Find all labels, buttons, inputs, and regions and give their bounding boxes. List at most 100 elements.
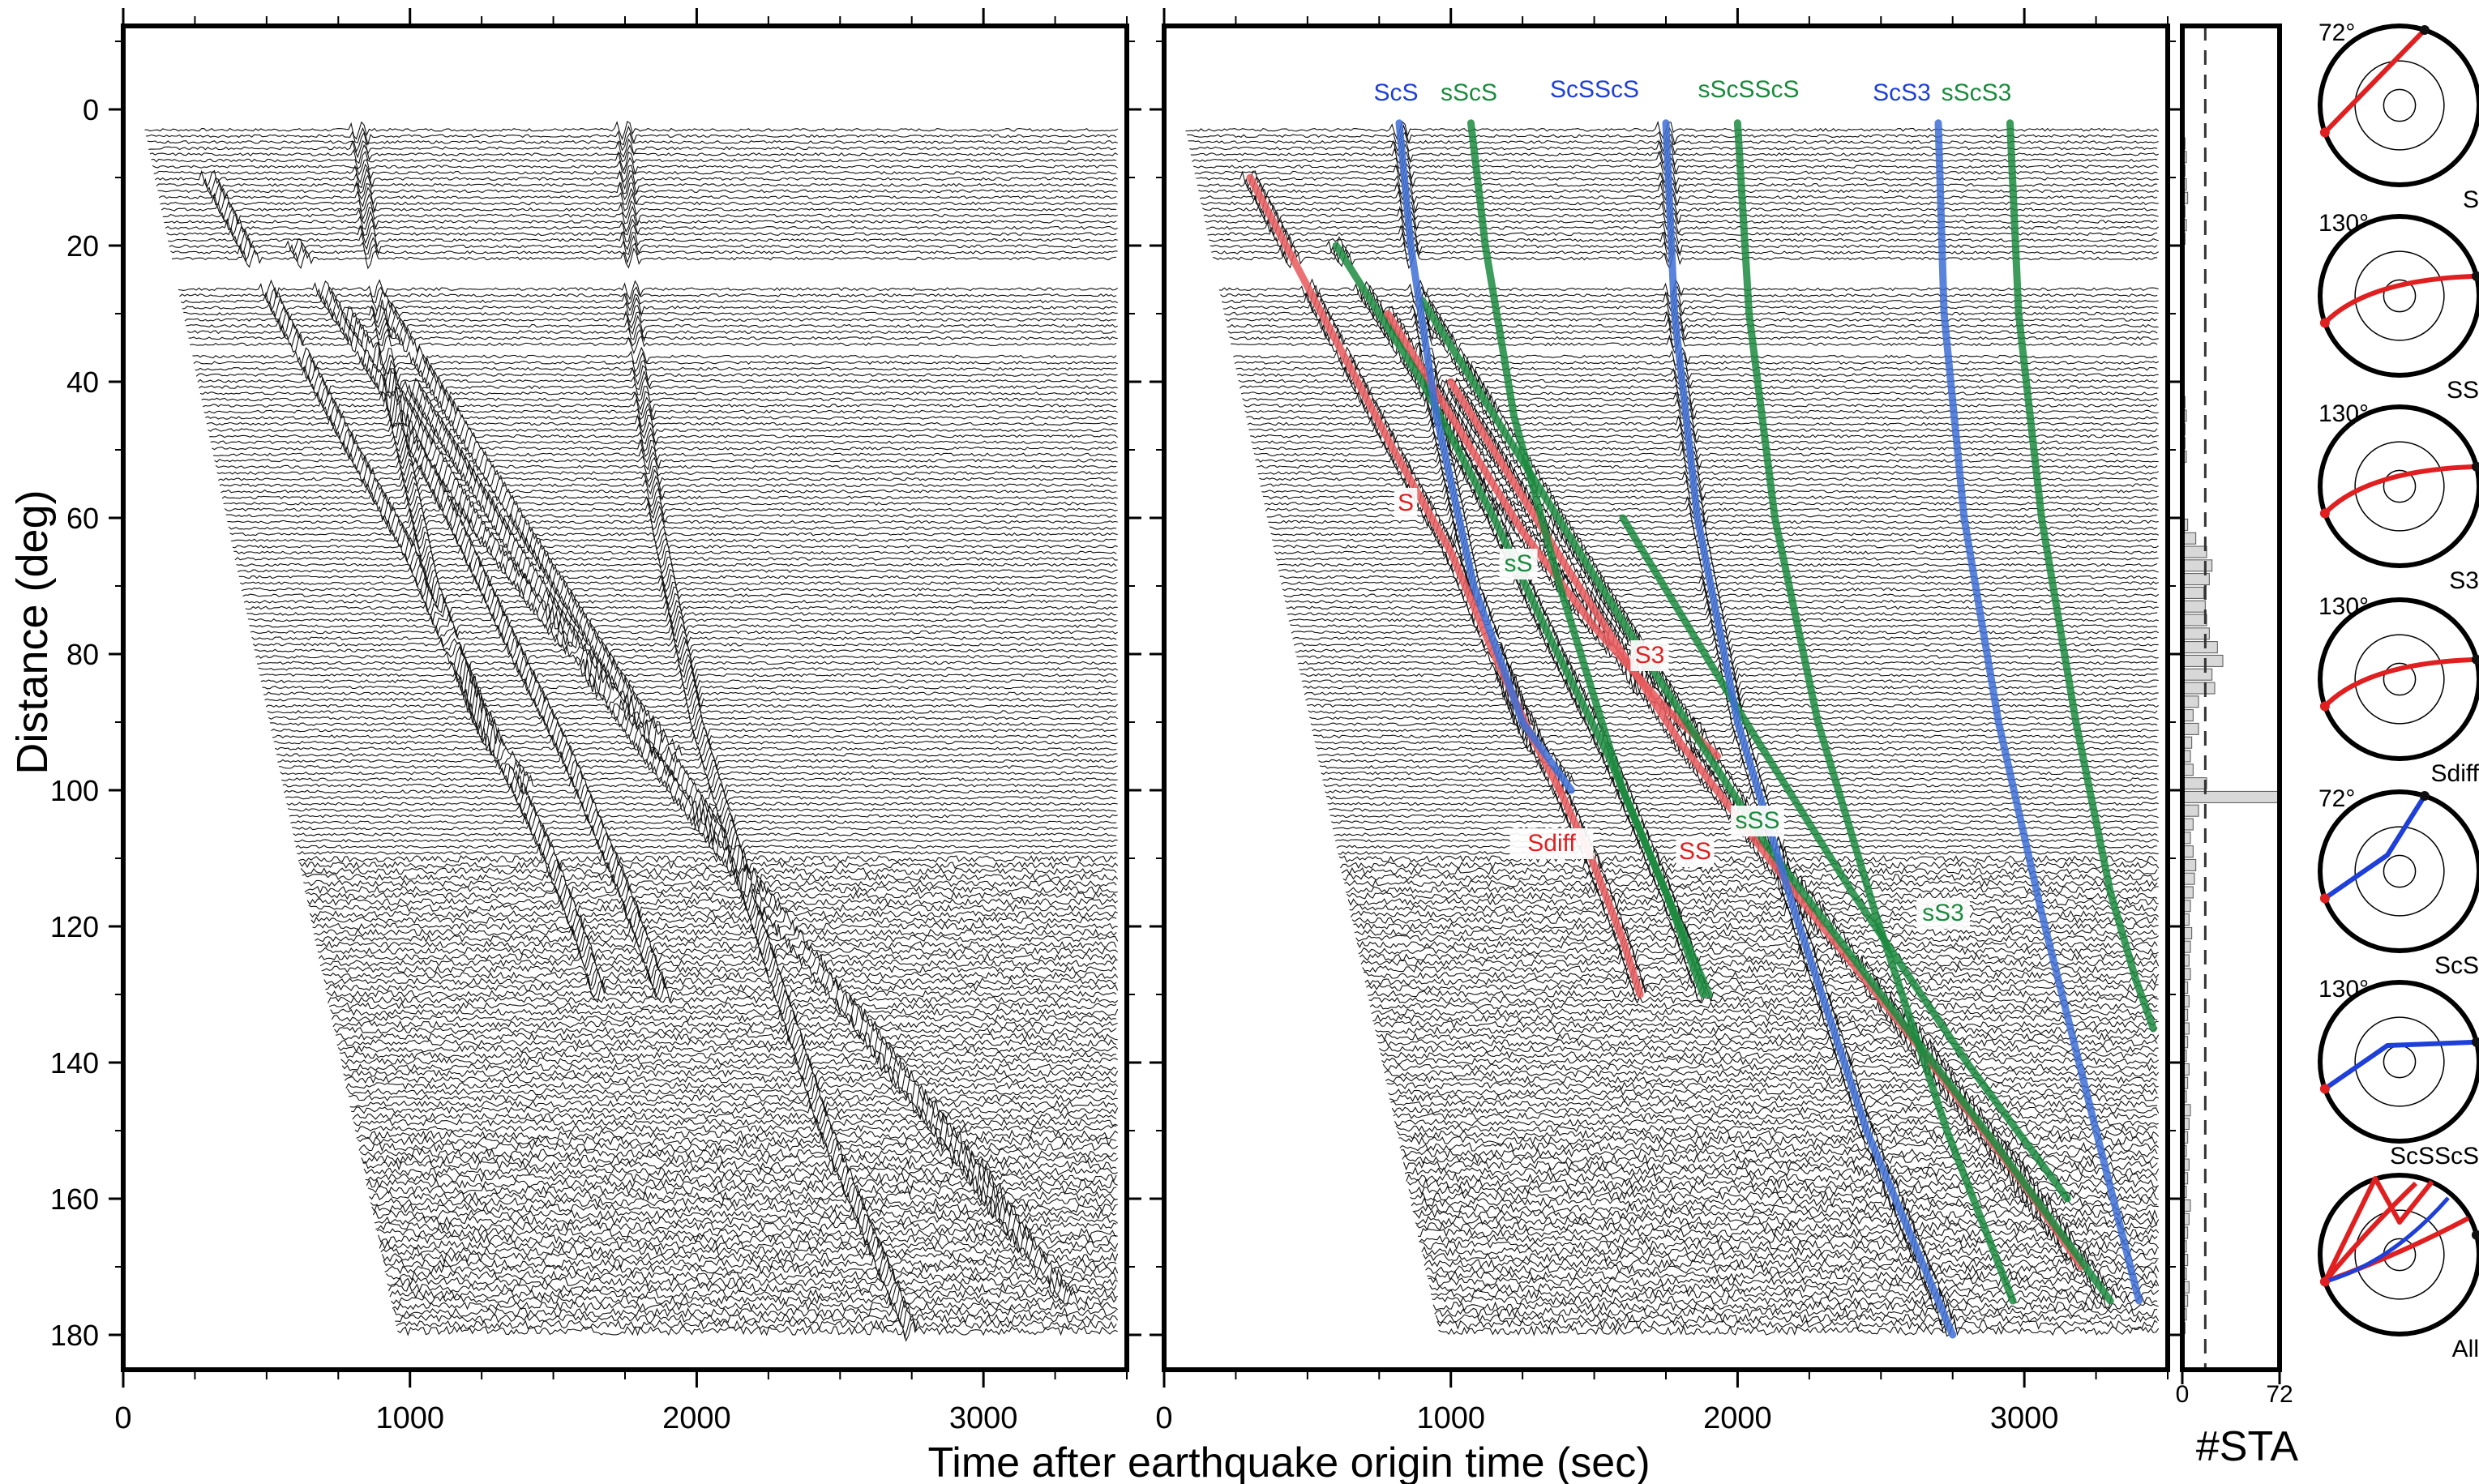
waveform-trace — [180, 291, 1118, 313]
waveform-trace — [1274, 541, 2158, 564]
waveform-trace — [397, 1319, 1118, 1342]
inner-core-circle — [2383, 279, 2417, 313]
waveform-trace — [273, 726, 1118, 757]
waveform-trace — [1233, 340, 2158, 367]
waveform-trace — [281, 768, 1118, 794]
waveform-trace — [1322, 768, 2160, 792]
ray-path — [2323, 273, 2477, 325]
waveform-trace — [1211, 243, 2159, 264]
waveform-trace — [1419, 1222, 2158, 1253]
waveform-trace — [341, 1052, 1117, 1084]
waveform-trace — [353, 1109, 1118, 1138]
waveform-trace — [1338, 844, 2159, 866]
waveform-trace — [316, 932, 1117, 958]
waveform-trace — [1323, 772, 2158, 796]
histogram-bar — [2181, 600, 2206, 613]
waveform-trace — [332, 1009, 1118, 1037]
waveform-trace — [264, 682, 1117, 716]
waveform-trace — [330, 998, 1119, 1024]
waveform-trace — [318, 945, 1117, 969]
waveform-trace — [243, 590, 1117, 614]
waveform-trace — [348, 1084, 1118, 1114]
waveform-trace — [262, 669, 1117, 705]
waveform-trace — [1194, 162, 2158, 184]
waveform-trace — [168, 229, 1118, 251]
waveform-trace — [1356, 931, 2158, 956]
waveform-trace — [158, 186, 1117, 207]
waveform-trace — [250, 620, 1118, 645]
waveform-trace — [154, 167, 1118, 190]
waveform-trace — [1354, 922, 2158, 943]
x-tick-label: 2000 — [662, 1401, 731, 1435]
histogram-tick-label: 0 — [2176, 1381, 2190, 1408]
waveform-trace — [395, 1306, 1119, 1328]
waveform-trace — [269, 708, 1117, 742]
waveform-trace — [1335, 829, 2159, 854]
waveform-trace — [323, 969, 1117, 994]
waveform-trace — [328, 989, 1119, 1011]
waveform-trace — [1435, 1308, 2160, 1326]
waveform-trace — [282, 774, 1117, 794]
waveform-trace — [162, 205, 1118, 226]
phase-label-bg — [1676, 836, 1715, 867]
waveform-trace — [1229, 327, 2159, 349]
waveform-trace — [260, 664, 1119, 699]
waveform-trace — [1203, 204, 2159, 227]
waveform-trace — [1428, 1274, 2158, 1300]
waveform-trace — [1415, 1208, 2160, 1238]
waveform-trace — [228, 517, 1117, 540]
waveform-trace — [393, 1299, 1117, 1324]
inner-core-circle — [2383, 662, 2417, 696]
waveform-trace — [1390, 1089, 2158, 1122]
waveform-trace — [1369, 993, 2158, 1017]
waveform-trace — [1411, 1189, 2158, 1220]
waveform-trace — [1201, 193, 2159, 214]
waveform-trace — [1272, 529, 2158, 551]
ray-diagram-phase-label: S3 — [2449, 567, 2479, 594]
phase-label-ScS3: ScS3 — [1873, 79, 1931, 106]
waveform-trace — [236, 554, 1117, 576]
waveform-trace — [1278, 559, 2159, 586]
waveform-trace — [190, 333, 1117, 355]
phase-curves — [1246, 119, 2157, 1339]
receiver-marker — [2471, 271, 2479, 281]
waveform-trace — [1434, 1301, 2158, 1326]
raw-record-section-panel: 0 1000 2000 3000 0 20 40 60 80 100 120 140 160 180 — [50, 8, 1141, 1435]
waveform-trace — [1421, 1241, 2158, 1263]
ray-diagram-ScS: 72° ScS — [2318, 785, 2479, 979]
waveform-trace — [1360, 951, 2160, 977]
waveform-trace — [1338, 842, 2158, 874]
waveform-trace — [195, 357, 1117, 380]
waveform-trace — [1359, 945, 2158, 969]
waveform-trace — [1417, 1219, 2160, 1245]
x-tick-label: 2000 — [1703, 1401, 1772, 1435]
waveform-trace — [1187, 124, 2158, 146]
waveform-trace — [1413, 1195, 2158, 1230]
waveform-trace — [1427, 1263, 2158, 1289]
waveform-trace — [149, 143, 1118, 165]
waveform-trace — [1222, 296, 2158, 319]
waveform-trace — [1207, 223, 2158, 246]
waveform-trace — [1231, 333, 2158, 355]
waveform-trace — [1238, 368, 2158, 393]
waveform-trace — [276, 743, 1118, 766]
waveform-trace — [1248, 419, 2158, 444]
waveform-trace — [1376, 1020, 2160, 1051]
source-marker — [2319, 1084, 2330, 1094]
core-mantle-boundary-circle — [2354, 1209, 2445, 1300]
waveform-trace — [1250, 422, 2159, 453]
waveform-trace — [231, 529, 1117, 552]
waveform-trace — [241, 579, 1117, 601]
waveform-trace — [1395, 1115, 2158, 1144]
waveform-trace — [1349, 896, 2158, 920]
waveform-trace — [199, 370, 1118, 400]
waveform-trace — [1291, 618, 2159, 644]
receiver-marker — [2419, 790, 2430, 801]
histogram-bar — [2181, 545, 2207, 558]
waveform-trace — [385, 1262, 1117, 1287]
core-mantle-boundary-circle — [2354, 60, 2445, 151]
waveform-trace — [255, 645, 1118, 667]
phase-label-sScS: sScS — [1441, 79, 1497, 106]
core-mantle-boundary-circle — [2354, 1016, 2445, 1107]
waveform-trace — [1253, 443, 2158, 465]
